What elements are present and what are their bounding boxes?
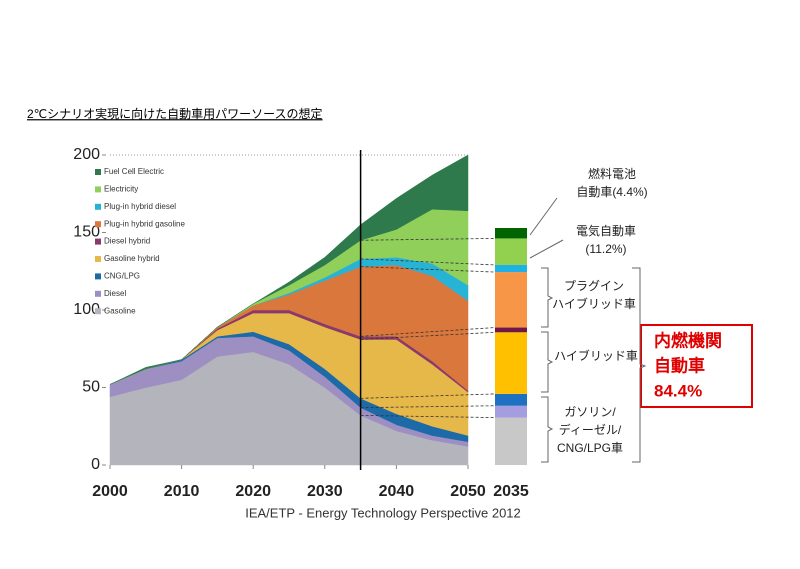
annotation: 燃料電池 [588, 166, 636, 181]
bar-segment [495, 238, 527, 265]
legend-swatch [95, 186, 101, 193]
bar-segment [495, 332, 527, 394]
annotation: 電気自動車 [576, 223, 636, 238]
legend-label: CNG/LPG [104, 272, 140, 281]
legend-label: Plug-in hybrid diesel [104, 202, 176, 211]
annotation: ガソリン/ [564, 405, 616, 419]
bar-segment [495, 264, 527, 273]
legend-swatch [95, 203, 101, 210]
annotation: ハイブリッド車 [554, 348, 638, 363]
y-tick-label: 0 [91, 456, 100, 473]
legend-swatch [95, 290, 101, 297]
brackets [529, 197, 647, 463]
x-tick-label: 2000 [92, 483, 128, 500]
connector [360, 415, 496, 418]
connector [360, 266, 496, 273]
legend-label: Diesel [104, 289, 126, 298]
annotation: プラグイン [564, 279, 624, 293]
y-tick-label: 200 [73, 146, 100, 163]
x-tick-label: 2010 [164, 483, 200, 500]
bar-category-label: 2035 [493, 483, 529, 500]
legend-label: Electricity [104, 185, 138, 194]
source: IEA/ETP - Energy Technology Perspective … [245, 505, 521, 520]
legend-swatch [95, 221, 101, 228]
x-tick-label: 2050 [450, 483, 486, 500]
bar-segment [495, 272, 527, 328]
legend-label: Gasoline [104, 306, 136, 315]
x-tick-label: 2030 [307, 483, 343, 500]
bar-segment [495, 393, 527, 406]
chart-title: 2℃シナリオ実現に向けた自動車用パワーソースの想定 [27, 106, 323, 121]
annotation: 自動車(4.4%) [576, 185, 647, 199]
bar-segment [495, 405, 527, 418]
annotation: CNG/LPG車 [557, 441, 623, 455]
legend-swatch [95, 273, 101, 280]
callout-text: 内燃機関 [654, 330, 722, 350]
connector [360, 327, 496, 337]
legend-label: Fuel Cell Electric [104, 167, 164, 176]
legend-swatch [95, 169, 101, 175]
x-tick-label: 2020 [235, 483, 271, 500]
legend-label: Diesel hybrid [104, 237, 150, 246]
y-tick-label: 50 [82, 379, 100, 396]
legend-swatch [95, 256, 101, 262]
callout-text: 自動車 [654, 355, 705, 375]
connector [360, 405, 496, 409]
legend-swatch [95, 238, 101, 245]
legend-swatch [95, 308, 101, 315]
bar-segment [495, 417, 527, 465]
plot-area [102, 154, 469, 469]
x-tick-label: 2040 [379, 483, 415, 500]
annotation: ディーゼル/ [559, 422, 622, 437]
annotation: ハイブリッド車 [552, 296, 636, 311]
annotation: (11.2%) [585, 242, 626, 256]
legend-label: Plug-in hybrid gasoline [104, 219, 185, 228]
area [109, 154, 469, 385]
legend-label: Gasoline hybrid [104, 254, 160, 263]
bar-segment [495, 327, 527, 333]
callout-box [640, 324, 753, 408]
connector [360, 258, 496, 266]
connector [360, 238, 496, 241]
bar-segment [495, 228, 527, 239]
connector [360, 331, 496, 340]
callout-text: 84.4% [654, 381, 702, 400]
connector [360, 393, 496, 399]
y-tick-label: 150 [73, 224, 100, 241]
y-tick-label: 100 [73, 301, 100, 318]
